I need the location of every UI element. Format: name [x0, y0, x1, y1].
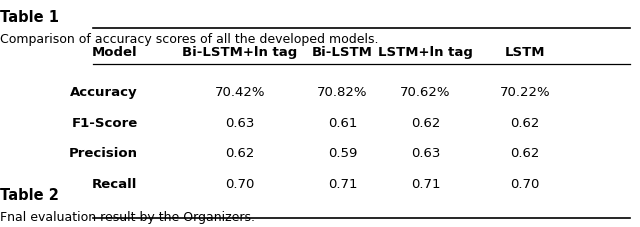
Text: 0.62: 0.62 — [510, 116, 540, 129]
Text: 0.62: 0.62 — [510, 147, 540, 160]
Text: 0.63: 0.63 — [225, 116, 255, 129]
Text: 0.71: 0.71 — [411, 177, 440, 190]
Text: Model: Model — [92, 46, 138, 59]
Text: 0.70: 0.70 — [510, 177, 540, 190]
Text: 0.59: 0.59 — [328, 147, 357, 160]
Text: 0.71: 0.71 — [328, 177, 357, 190]
Text: 70.82%: 70.82% — [317, 85, 367, 99]
Text: 0.61: 0.61 — [328, 116, 357, 129]
Text: Comparison of accuracy scores of all the developed models.: Comparison of accuracy scores of all the… — [0, 33, 378, 46]
Text: Accuracy: Accuracy — [70, 85, 138, 99]
Text: Bi-LSTM: Bi-LSTM — [312, 46, 373, 59]
Text: 0.62: 0.62 — [411, 116, 440, 129]
Text: Recall: Recall — [92, 177, 138, 190]
Text: 0.62: 0.62 — [225, 147, 255, 160]
Text: 0.70: 0.70 — [225, 177, 255, 190]
Text: LSTM: LSTM — [504, 46, 545, 59]
Text: 70.42%: 70.42% — [215, 85, 265, 99]
Text: 70.22%: 70.22% — [499, 85, 550, 99]
Text: Bi-LSTM+ln tag: Bi-LSTM+ln tag — [182, 46, 298, 59]
Text: Precision: Precision — [68, 147, 138, 160]
Text: Table 2: Table 2 — [0, 187, 59, 202]
Text: 70.62%: 70.62% — [401, 85, 451, 99]
Text: F1-Score: F1-Score — [71, 116, 138, 129]
Text: LSTM+ln tag: LSTM+ln tag — [378, 46, 473, 59]
Text: Table 1: Table 1 — [0, 10, 59, 25]
Text: 0.63: 0.63 — [411, 147, 440, 160]
Text: Fnal evaluation result by the Organizers.: Fnal evaluation result by the Organizers… — [0, 210, 255, 223]
